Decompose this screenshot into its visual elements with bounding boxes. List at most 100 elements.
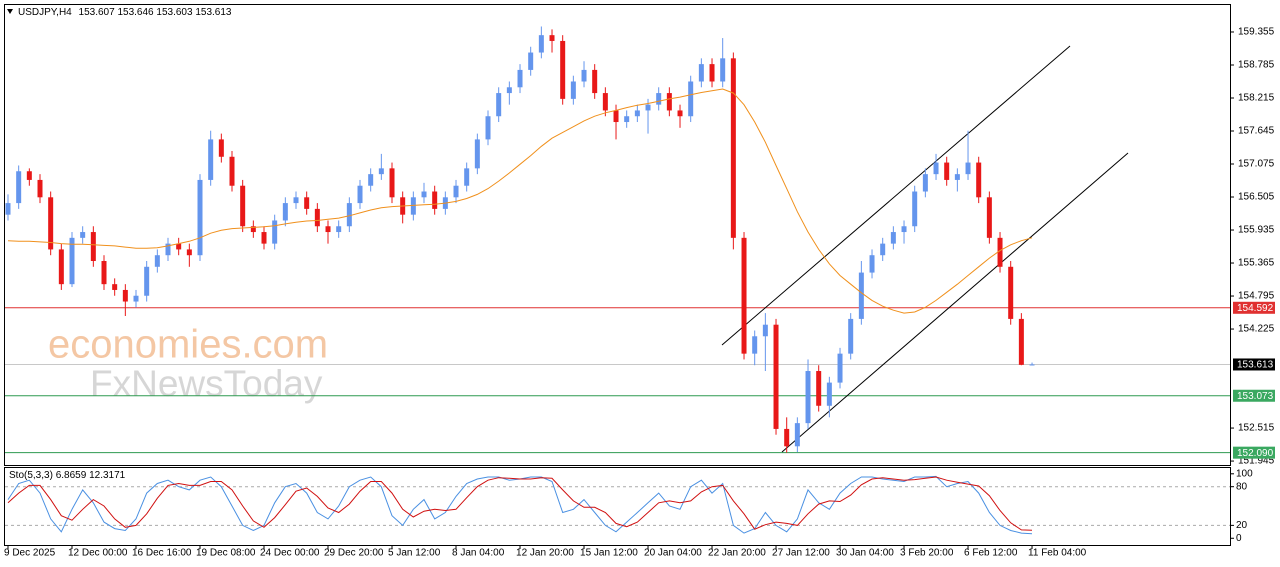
channel-lower	[781, 152, 1129, 453]
candle-body	[549, 35, 555, 41]
level-label-bg	[1233, 389, 1275, 402]
level-label-bg	[1233, 446, 1275, 459]
candle-body	[250, 226, 256, 233]
candle-body	[1008, 266, 1014, 319]
candle-body	[848, 318, 854, 354]
x-tick-label: 5 Jan 12:00	[388, 548, 441, 559]
candle-body	[965, 162, 971, 175]
y-tick-label: 158.785	[1238, 60, 1275, 71]
x-tick-label: 8 Jan 04:00	[452, 548, 505, 559]
candle-body	[154, 255, 160, 267]
candle-body	[48, 197, 54, 250]
candle-body	[677, 110, 683, 117]
candle-body	[890, 232, 896, 244]
x-tick-label: 24 Dec 00:00	[260, 548, 320, 559]
candle-body	[901, 226, 907, 233]
candle-body	[613, 110, 619, 123]
candle-body	[325, 226, 331, 233]
candle-body	[37, 179, 43, 198]
candle-body	[1018, 318, 1024, 365]
candle-body	[624, 116, 630, 123]
candle-body	[720, 58, 726, 82]
candle-body	[410, 197, 416, 215]
candle-body	[336, 226, 342, 233]
high: 153.646	[117, 7, 154, 18]
candle-body	[816, 371, 822, 406]
x-tick-label: 20 Jan 04:00	[644, 548, 702, 559]
candle-body	[517, 69, 523, 88]
candle-body	[528, 52, 534, 70]
candle-body	[762, 324, 768, 337]
candle-body	[485, 116, 491, 140]
candle-body	[5, 203, 11, 215]
candle-body	[80, 232, 86, 238]
candle-body	[560, 40, 566, 99]
level-label: 153.073	[1237, 391, 1274, 402]
candle-body	[773, 324, 779, 429]
candle-body	[698, 64, 704, 82]
oscillator-title: Sto(5,3,3)	[9, 470, 53, 481]
moving-average	[7, 88, 1033, 314]
candle-body	[432, 191, 438, 209]
y-tick-label: 158.215	[1238, 93, 1275, 104]
candle-body	[293, 197, 299, 204]
candle-body	[378, 168, 384, 175]
x-tick-label: 6 Feb 12:00	[964, 548, 1018, 559]
candle-body	[133, 295, 139, 302]
candle-body	[858, 272, 864, 319]
x-tick-label: 22 Jan 20:00	[708, 548, 766, 559]
candle-body	[144, 266, 150, 296]
level-label: 153.613	[1237, 360, 1274, 371]
watermark: economies.com	[48, 323, 328, 367]
candle-body	[837, 353, 843, 383]
candle-body	[986, 197, 992, 238]
header: USDJPY,H4 153.607 153.646 153.603 153.61…	[18, 7, 232, 18]
candle-body	[218, 139, 224, 157]
candle-body	[570, 81, 576, 99]
candle-body	[912, 191, 918, 227]
candle-body	[869, 255, 875, 273]
candle-body	[922, 174, 928, 192]
candle-body	[752, 336, 758, 354]
candle-body	[709, 64, 715, 82]
y-tick-label: 157.075	[1238, 159, 1275, 170]
candle-body	[880, 243, 886, 256]
candle-body	[368, 174, 374, 186]
oscillator-main-value: 6.8659	[56, 470, 87, 481]
y-tick-label: 155.365	[1238, 258, 1275, 269]
candle-body	[688, 81, 694, 117]
candle-body	[346, 203, 352, 227]
x-tick-label: 9 Dec 2025	[4, 548, 56, 559]
osc-y-tick-label: 0	[1236, 533, 1242, 544]
candle-body	[229, 156, 235, 186]
candle-body	[666, 93, 672, 111]
candle-body	[90, 232, 96, 261]
x-tick-label: 12 Jan 20:00	[516, 548, 574, 559]
candle-body	[314, 208, 320, 227]
oscillator-header: Sto(5,3,3) 6.8659 12.3171	[9, 470, 126, 481]
level-label: 152.090	[1237, 448, 1274, 459]
candle-body	[165, 243, 171, 256]
candle-body	[186, 249, 192, 256]
level-label-bg	[1233, 358, 1275, 371]
oscillator-signal-value: 12.3171	[89, 470, 126, 481]
candle-body	[240, 185, 246, 227]
candle-body	[464, 168, 470, 186]
levels	[5, 307, 1230, 526]
oscillator-pane	[4, 467, 1231, 546]
candle-body	[730, 58, 736, 238]
x-tick-label: 11 Feb 04:00	[1028, 548, 1087, 559]
candle-body	[197, 179, 203, 256]
candle-body	[261, 232, 267, 244]
candle-body	[826, 382, 832, 406]
y-tick-label: 156.505	[1238, 192, 1275, 203]
candle-body	[282, 203, 288, 221]
candle-body	[496, 93, 502, 117]
candle-body	[538, 35, 544, 53]
main-pane	[4, 4, 1231, 466]
y-tick-label: 159.355	[1238, 27, 1275, 38]
y-tick-label: 155.935	[1238, 225, 1275, 236]
candle-body	[16, 171, 22, 204]
